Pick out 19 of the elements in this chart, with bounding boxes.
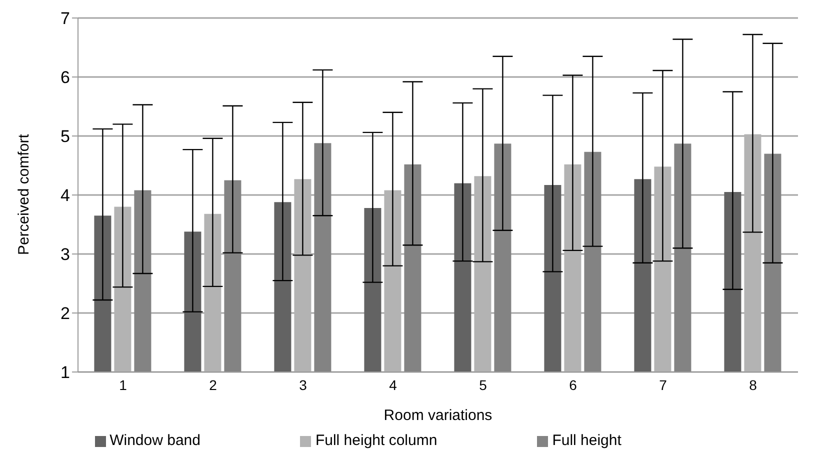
y-tick-label: 5: [60, 127, 70, 146]
legend-label: Full height: [552, 432, 622, 449]
x-tick-label: 8: [749, 376, 758, 393]
legend-label: Full height column: [315, 432, 438, 449]
y-axis-title: Perceived comfort: [15, 133, 32, 255]
y-tick-label: 4: [60, 186, 70, 206]
y-tick-label: 7: [60, 9, 70, 28]
x-tick-label: 6: [569, 376, 578, 393]
x-tick-label: 4: [389, 376, 398, 393]
x-tick-label: 7: [659, 376, 668, 393]
y-tick-label: 6: [60, 68, 70, 88]
x-tick-label: 2: [209, 376, 218, 393]
x-tick-label: 5: [479, 376, 488, 393]
y-tick-label: 3: [60, 245, 70, 264]
x-tick-label: 3: [299, 376, 308, 393]
x-axis-title: Room variations: [384, 407, 492, 424]
x-tick-label: 1: [119, 376, 128, 393]
legend-label: Window band: [110, 432, 200, 449]
y-tick-label: 2: [60, 304, 70, 324]
